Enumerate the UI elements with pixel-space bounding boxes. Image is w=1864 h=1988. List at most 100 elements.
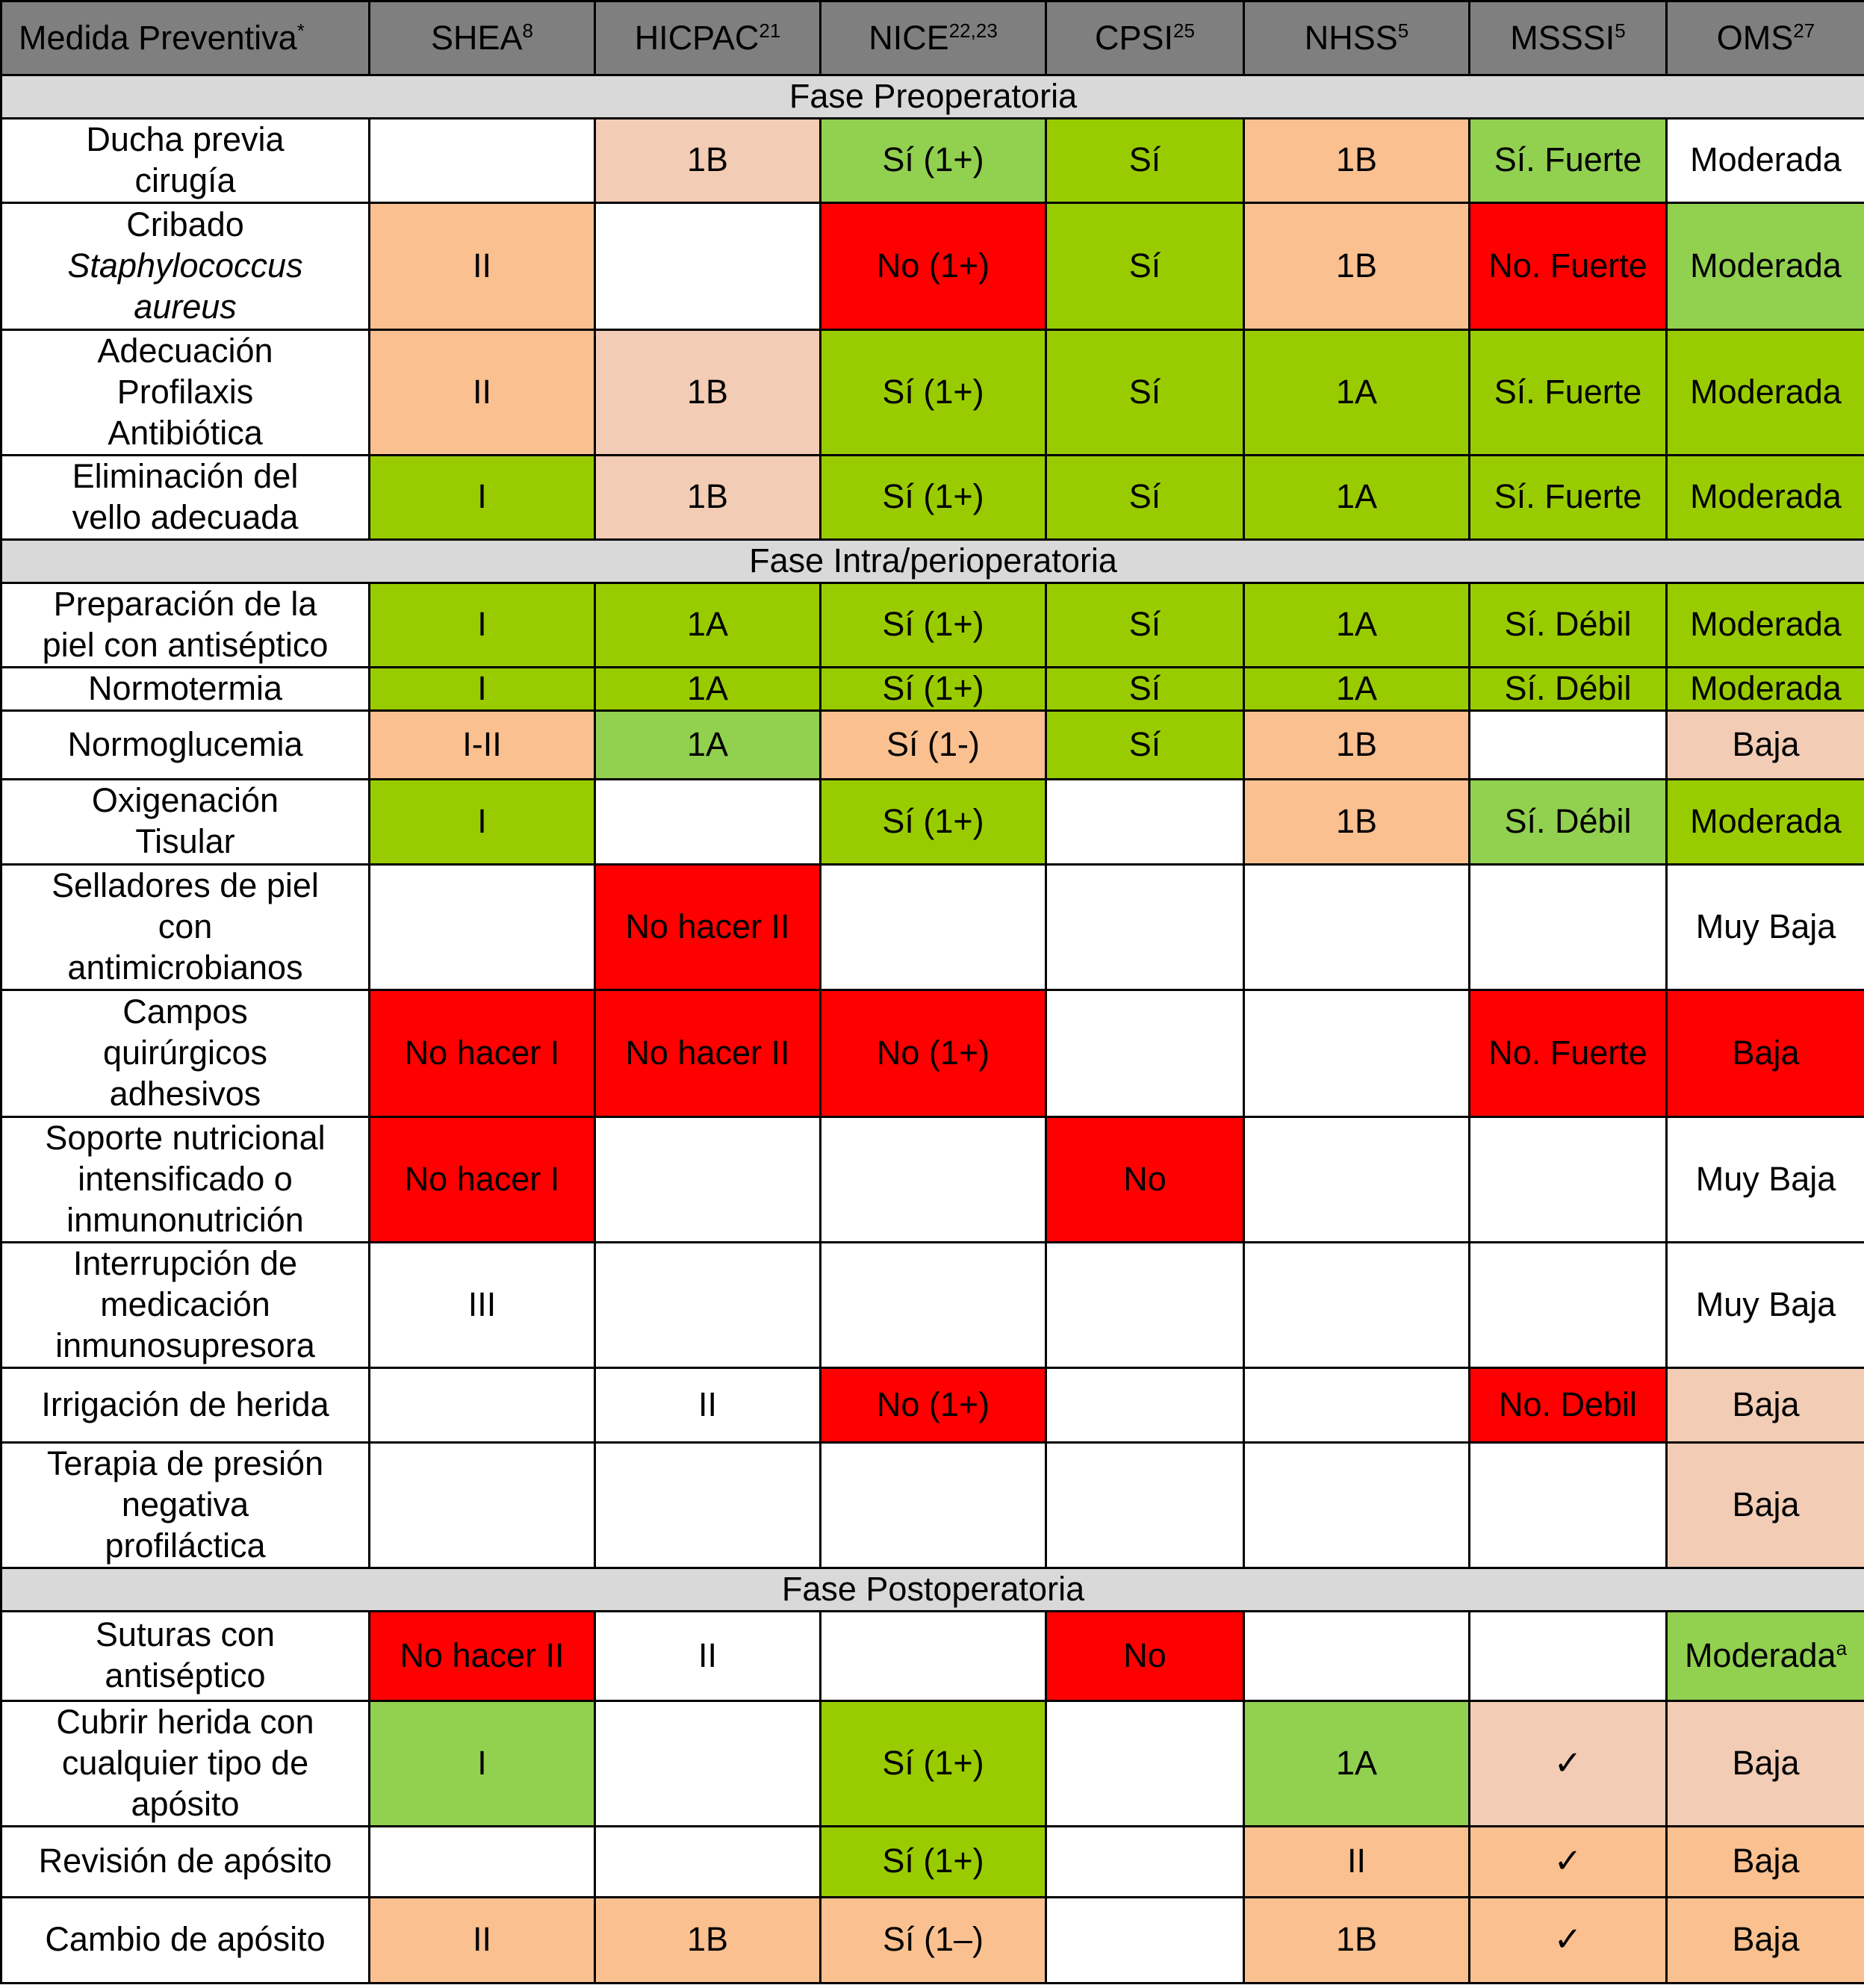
measure-label-line: cirugía: [134, 161, 236, 199]
recommendation-value: Sí. Débil: [1504, 801, 1632, 840]
recommendation-cell: Sí. Fuerte: [1468, 117, 1668, 204]
recommendation-value: I-II: [462, 724, 502, 763]
table-row: Normotermia I 1A Sí (1+) Sí 1A Sí. Débil Modera…: [0, 665, 1864, 712]
recommendation-cell: 1A: [594, 709, 821, 780]
recommendation-cell: Sí (1+): [819, 777, 1047, 866]
recommendation-value: 1A: [686, 605, 729, 644]
recommendation-cell: 1B: [594, 1895, 821, 1984]
measure-label: Selladores de piel con antimicrobianos: [0, 863, 370, 991]
checkmark-icon: ✓: [1553, 1920, 1582, 1959]
recommendation-cell: 1B: [1243, 201, 1470, 331]
recommendation-value: Sí (1+): [882, 477, 984, 516]
recommendation-cell: Baja: [1665, 1366, 1864, 1444]
recommendation-cell: [1243, 988, 1470, 1118]
recommendation-value: 1B: [1335, 724, 1378, 763]
recommendation-cell: 1B: [1243, 709, 1470, 780]
recommendation-cell: Moderada: [1665, 453, 1864, 541]
recommendation-value: Sí. Fuerte: [1494, 372, 1642, 411]
phase-title: Fase Preoperatoria: [0, 74, 1864, 119]
measure-label: Eliminación del vello adecuada: [0, 453, 370, 541]
measure-label: Campos quirúrgicos adhesivos: [0, 988, 370, 1118]
measure-label: Interrupción de medicación inmunosupresora: [0, 1240, 370, 1369]
measure-label-line: inmunonutrición: [66, 1200, 304, 1239]
recommendation-value: Moderada: [1690, 246, 1842, 285]
recommendation-cell: [594, 1699, 821, 1827]
recommendation-cell: III: [368, 1240, 596, 1369]
recommendation-cell: Baja: [1665, 1824, 1864, 1898]
recommendation-value: No (1+): [876, 1033, 990, 1072]
recommendation-value: Sí (1-): [886, 724, 980, 763]
recommendation-value: Moderada: [1690, 477, 1842, 516]
recommendation-value: 1A: [686, 668, 729, 707]
header-text: MSSSI: [1510, 18, 1615, 57]
measure-label: Terapia de presión negativa profiláctica: [0, 1441, 370, 1569]
recommendation-cell: Baja: [1665, 1895, 1864, 1984]
measure-label-line: Cambio de apósito: [45, 1920, 326, 1959]
recommendation-value: Sí (1+): [882, 605, 984, 644]
measure-label-line: Revisión de apósito: [38, 1842, 332, 1880]
recommendation-cell: Sí (1-): [819, 709, 1047, 780]
recommendation-cell: Baja: [1665, 1699, 1864, 1827]
recommendation-cell: No. Fuerte: [1468, 988, 1668, 1118]
table-row: Soporte nutricional intensificado o inmuno…: [0, 1115, 1864, 1243]
header-text: OMS: [1716, 18, 1794, 57]
table-row: Cambio de apósito II 1B Sí (1–) 1B ✓ Baja: [0, 1895, 1864, 1984]
recommendation-cell: [594, 1240, 821, 1369]
measure-label-line: piel con antiséptico: [42, 625, 329, 664]
recommendation-value: 1A: [1335, 1743, 1378, 1782]
recommendation-value: Sí (1+): [882, 1842, 984, 1880]
recommendation-cell: Muy Baja: [1665, 1115, 1864, 1243]
recommendation-cell: No hacer II: [594, 988, 821, 1118]
recommendation-cell: Baja: [1665, 709, 1864, 780]
recommendation-cell: [1045, 1240, 1245, 1369]
recommendation-value: No. Debil: [1498, 1385, 1638, 1423]
header-reference: 5: [1397, 19, 1409, 42]
recommendation-cell: Sí (1–): [819, 1895, 1047, 1984]
recommendation-cell: No hacer II: [368, 1609, 596, 1702]
recommendation-cell: [1045, 1441, 1245, 1569]
measure-label-line: Ducha previa: [86, 120, 285, 158]
recommendation-cell: ✓: [1468, 1824, 1668, 1898]
recommendation-value: I: [477, 801, 487, 840]
measure-label-line: Profilaxis: [116, 372, 254, 411]
recommendation-cell: 1A: [594, 581, 821, 668]
measure-label-line: apósito: [131, 1784, 240, 1823]
recommendation-cell: II: [368, 328, 596, 456]
recommendation-cell: [594, 1441, 821, 1569]
recommendation-cell: Moderada: [1665, 328, 1864, 456]
recommendation-value: No (1+): [876, 246, 990, 285]
measure-label-line: Adecuación: [97, 331, 273, 370]
recommendation-cell: Sí (1+): [819, 665, 1047, 712]
recommendation-cell: Sí (1+): [819, 117, 1047, 204]
recommendation-cell: Sí. Débil: [1468, 581, 1668, 668]
recommendation-value: Sí. Fuerte: [1494, 477, 1642, 516]
measure-label-line: Cribado: [126, 205, 244, 243]
recommendation-cell: [1045, 1824, 1245, 1898]
recommendation-value: Sí (1+): [882, 372, 984, 411]
recommendation-cell: Moderada: [1665, 117, 1864, 204]
recommendation-cell: 1A: [1243, 665, 1470, 712]
recommendation-cell: [1045, 1895, 1245, 1984]
measure-label: Preparación de la piel con antiséptico: [0, 581, 370, 668]
recommendation-cell: Moderada: [1665, 777, 1864, 866]
header-measure: Medida Preventiva*: [0, 0, 370, 76]
recommendation-cell: [1243, 1115, 1470, 1243]
recommendation-value: Muy Baja: [1695, 1285, 1836, 1323]
recommendation-cell: 1A: [1243, 453, 1470, 541]
recommendation-cell: [1045, 988, 1245, 1118]
recommendation-value: Sí (1+): [882, 140, 984, 179]
recommendation-cell: [368, 1824, 596, 1898]
recommendation-value: Moderada: [1690, 140, 1842, 179]
recommendation-cell: 1B: [1243, 117, 1470, 204]
recommendation-cell: No (1+): [819, 988, 1047, 1118]
recommendation-value: Baja: [1732, 1920, 1800, 1959]
recommendation-value: Sí: [1128, 668, 1161, 707]
measure-label-line: Interrupción de: [72, 1243, 298, 1282]
recommendation-cell: 1A: [1243, 1699, 1470, 1827]
measure-label: Oxigenación Tisular: [0, 777, 370, 866]
measure-label: Revisión de apósito: [0, 1824, 370, 1898]
recommendation-cell: I: [368, 1699, 596, 1827]
header-source: MSSSI5: [1468, 0, 1668, 76]
recommendation-value: Sí (1+): [882, 801, 984, 840]
recommendation-cell: I: [368, 665, 596, 712]
